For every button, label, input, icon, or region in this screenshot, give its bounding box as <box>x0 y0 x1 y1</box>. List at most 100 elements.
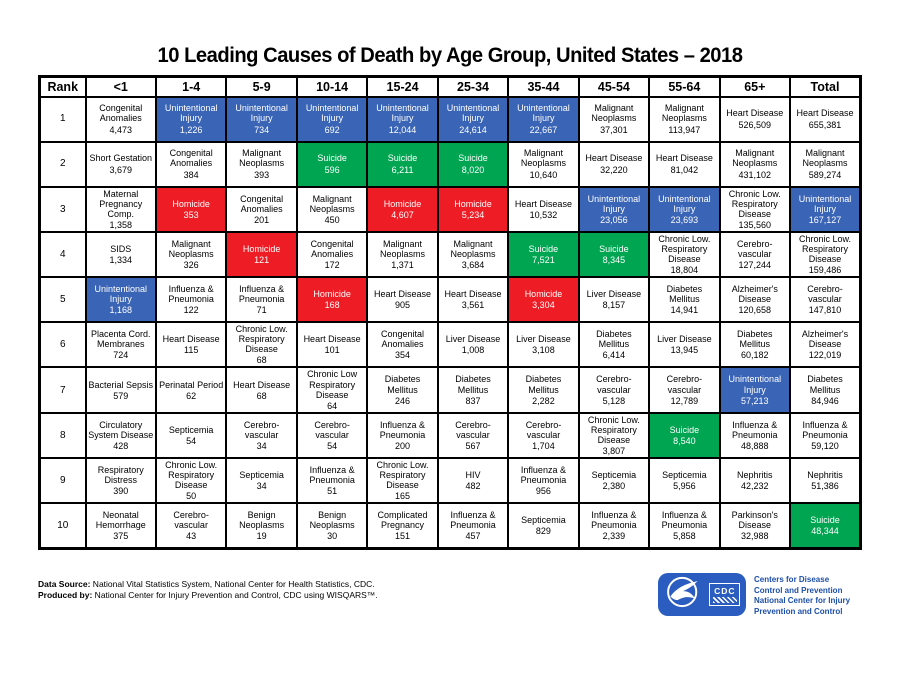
cause-label: Congenital Anomalies <box>99 103 143 124</box>
cause-label: Diabetes Mellitus <box>525 374 562 395</box>
cause-label: Unintentional Injury <box>728 374 782 395</box>
column-header: Rank <box>38 75 87 98</box>
table-cell: HIV 482 <box>436 457 510 505</box>
death-count: 122 <box>183 305 199 316</box>
cdc-wordmark: CDC <box>714 585 736 596</box>
death-count: 5,858 <box>673 531 696 542</box>
death-count: 24,614 <box>459 124 487 135</box>
table-row: 4 SIDS 1,334 Malignant Neoplasms 326 Homicide… <box>38 230 862 279</box>
death-count: 165 <box>395 491 411 502</box>
table-cell: Malignant Neoplasms 393 <box>225 140 298 188</box>
table-cell: Malignant Neoplasms 113,947 <box>648 95 721 143</box>
cause-label: Suicide <box>317 153 347 164</box>
table-cell: Heart Disease 10,532 <box>507 185 580 233</box>
rank-cell: 8 <box>38 411 87 460</box>
column-header: 5-9 <box>225 75 298 98</box>
column-header: Total <box>789 75 862 98</box>
table-row: 3 Maternal Pregnancy Comp. 1,358 Homicide 35… <box>38 185 862 233</box>
death-count: 159,486 <box>808 265 842 276</box>
cause-label: Chronic Low. Respiratory Disease <box>587 414 640 445</box>
table-cell: Neonatal Hemorrhage 375 <box>84 502 157 550</box>
cause-label: Parkinson's Disease <box>731 510 778 531</box>
death-count: 68 <box>256 390 267 401</box>
death-count: 4,473 <box>109 124 132 135</box>
cause-label: Homicide <box>172 198 210 209</box>
cause-label: Influenza & Pneumonia <box>732 419 778 440</box>
table-cell: Malignant Neoplasms 431,102 <box>718 140 792 188</box>
table-cell: Heart Disease 81,042 <box>648 140 721 188</box>
cause-label: Neonatal Hemorrhage <box>95 510 146 531</box>
table-cell: Cerebro- vascular 567 <box>436 411 510 460</box>
death-count: 326 <box>183 260 199 270</box>
cause-label: Influenza & Pneumonia <box>661 510 708 531</box>
death-count: 1,334 <box>109 254 132 265</box>
death-count: 14,941 <box>670 305 699 316</box>
death-count: 3,807 <box>602 445 626 456</box>
table-cell: Chronic Low. Respiratory Disease 165 <box>366 457 439 505</box>
table-cell: Influenza & Pneumonia 48,888 <box>718 411 792 460</box>
logo-text-line: Centers for Disease <box>754 575 830 584</box>
death-count: 10,640 <box>529 169 558 180</box>
death-count: 168 <box>324 300 340 311</box>
table-cell: Heart Disease 905 <box>366 276 439 324</box>
rank-cell: 3 <box>38 185 87 233</box>
table-cell: Malignant Neoplasms 589,274 <box>789 140 862 188</box>
table-cell: Nephritis 51,386 <box>789 457 862 505</box>
cause-label: Suicide <box>599 243 629 254</box>
cause-label: Influenza & Pneumonia <box>802 419 848 440</box>
death-count: 57,213 <box>741 395 769 406</box>
cause-label: Suicide <box>387 153 418 164</box>
table-cell: Diabetes Mellitus 6,414 <box>577 321 651 369</box>
table-cell: Cerebro- vascular 34 <box>225 411 298 460</box>
death-table: Rank <1 1-4 5-9 10-14 15-24 25-34 35-44 45-54 55-… <box>38 75 862 550</box>
table-cell: Homicide 353 <box>154 185 228 233</box>
table-row: 7 Bacterial Sepsis 579 Perinatal Period 62 He… <box>38 366 862 414</box>
death-count: 42,232 <box>741 481 769 492</box>
table-cell: Homicide 3,304 <box>507 276 580 324</box>
cause-label: Unintentional Injury <box>517 103 570 124</box>
table-cell: Diabetes Mellitus 14,941 <box>648 276 721 324</box>
table-cell: Influenza & Pneumonia 956 <box>507 457 580 505</box>
death-count: 1,704 <box>532 440 555 451</box>
death-count: 5,234 <box>461 209 485 220</box>
death-count: 120,658 <box>738 305 772 316</box>
death-count: 837 <box>465 395 481 406</box>
cause-label: Heart Disease <box>514 198 572 209</box>
cause-label: Cerebro- vascular <box>525 419 562 440</box>
death-count: 54 <box>186 435 197 446</box>
cause-label: Malignant Neoplasms <box>661 103 707 124</box>
cause-label: Chronic Low. Respiratory Disease <box>235 324 288 355</box>
table-row: 5 Unintentional Injury 1,168 Influenza & Pn… <box>38 276 862 324</box>
death-count: 32,988 <box>741 531 769 542</box>
cause-label: Liver Disease <box>445 334 501 345</box>
column-header: 55-64 <box>648 75 721 98</box>
death-count: 2,339 <box>602 531 626 542</box>
cause-label: Cerebro- vascular <box>666 374 703 395</box>
cause-label: Maternal Pregnancy Comp. <box>99 188 143 219</box>
death-count: 428 <box>113 440 129 451</box>
death-count: 54 <box>327 440 338 451</box>
cause-label: Homicide <box>242 243 281 254</box>
table-cell: Cerebro- vascular 127,244 <box>718 230 792 279</box>
table-cell: Diabetes Mellitus 2,282 <box>507 366 580 414</box>
table-row: 1 Congenital Anomalies 4,473 Unintentional … <box>38 95 862 143</box>
cause-label: Diabetes Mellitus <box>807 374 843 395</box>
death-count: 567 <box>465 440 481 451</box>
cause-label: Influenza & Pneumonia <box>238 284 285 305</box>
death-count: 43 <box>186 531 197 542</box>
table-cell: Unintentional Injury 23,056 <box>577 185 651 233</box>
death-count: 375 <box>113 531 129 542</box>
column-header: 15-24 <box>366 75 439 98</box>
death-count: 22,667 <box>529 124 558 135</box>
rank-cell: 5 <box>38 276 87 324</box>
table-cell: Placenta Cord. Membranes 724 <box>84 321 157 369</box>
death-count: 32,220 <box>600 164 628 175</box>
table-row: 2 Short Gestation 3,679 Congenital Anomalie… <box>38 140 862 188</box>
cause-label: Unintentional Injury <box>587 193 641 214</box>
cause-label: Alzheimer's Disease <box>731 284 778 305</box>
cause-label: Malignant Neoplasms <box>520 148 566 169</box>
death-count: 1,358 <box>109 219 132 230</box>
column-header: 45-54 <box>577 75 651 98</box>
table-row: 10 Neonatal Hemorrhage 375 Cerebro- vascula… <box>38 502 862 550</box>
table-row: 9 Respiratory Distress 390 Chronic Low. Res… <box>38 457 862 505</box>
